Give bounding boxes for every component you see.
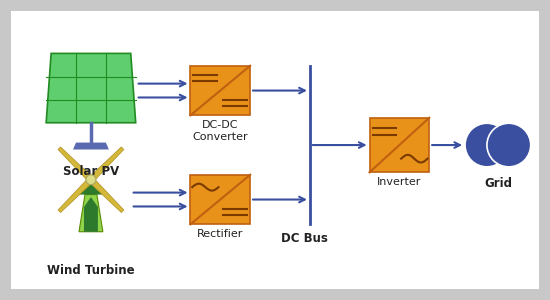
Polygon shape bbox=[46, 53, 136, 123]
Text: Grid: Grid bbox=[485, 177, 513, 190]
Polygon shape bbox=[58, 147, 91, 180]
Text: Solar PV: Solar PV bbox=[63, 165, 119, 178]
Bar bbox=[190, 66, 250, 115]
Polygon shape bbox=[76, 180, 106, 195]
Circle shape bbox=[86, 175, 96, 185]
Polygon shape bbox=[79, 195, 103, 232]
Text: Wind Turbine: Wind Turbine bbox=[47, 264, 135, 277]
Circle shape bbox=[465, 123, 509, 167]
Polygon shape bbox=[58, 180, 91, 212]
Polygon shape bbox=[91, 180, 124, 212]
Polygon shape bbox=[73, 142, 109, 149]
Text: DC-DC
Converter: DC-DC Converter bbox=[192, 120, 248, 142]
Text: Rectifier: Rectifier bbox=[197, 229, 244, 239]
Circle shape bbox=[487, 123, 531, 167]
Bar bbox=[190, 175, 250, 224]
Text: Inverter: Inverter bbox=[377, 177, 421, 187]
Text: DC Bus: DC Bus bbox=[282, 232, 328, 245]
Bar bbox=[370, 118, 429, 172]
Polygon shape bbox=[91, 147, 124, 180]
Polygon shape bbox=[84, 197, 98, 232]
